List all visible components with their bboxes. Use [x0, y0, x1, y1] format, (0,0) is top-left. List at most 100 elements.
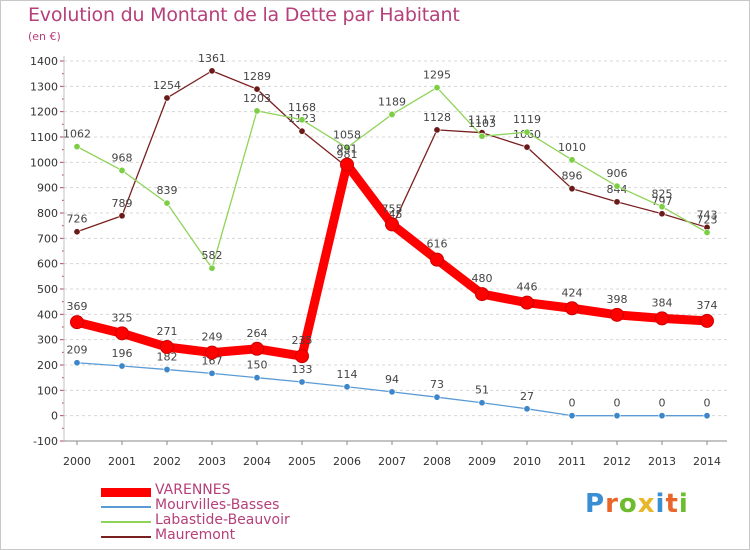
y-tick-label: 200: [37, 359, 58, 372]
data-point: [343, 383, 351, 391]
data-point: [340, 157, 354, 172]
data-label: 825: [652, 188, 673, 201]
data-label: 968: [112, 151, 133, 164]
y-tick-label: 500: [37, 283, 58, 296]
x-tick-label: 2013: [648, 455, 676, 468]
logo-letter: x: [637, 489, 656, 519]
legend-swatch: [101, 536, 151, 538]
data-point: [523, 405, 531, 413]
data-point: [703, 412, 711, 420]
data-label: 150: [247, 359, 268, 372]
y-tick-label: 1200: [30, 106, 58, 119]
data-label: 384: [652, 296, 673, 309]
data-point: [298, 127, 306, 135]
data-point: [478, 132, 486, 140]
data-label: 1203: [243, 92, 271, 105]
data-point: [475, 287, 489, 302]
x-tick-label: 2007: [378, 455, 406, 468]
x-tick-label: 2006: [333, 455, 361, 468]
legend-swatch: [101, 521, 151, 523]
data-label: 755: [382, 202, 403, 215]
data-point: [433, 393, 441, 401]
data-label: 424: [562, 286, 583, 299]
data-point: [205, 345, 219, 360]
data-point: [163, 199, 171, 207]
data-label: 0: [569, 397, 576, 410]
data-point: [343, 144, 351, 152]
data-point: [118, 166, 126, 174]
data-label: 114: [337, 368, 358, 381]
x-tick-label: 2004: [243, 455, 271, 468]
x-tick-label: 2000: [63, 455, 91, 468]
data-label: 0: [614, 397, 621, 410]
data-point: [658, 210, 666, 218]
data-point: [658, 412, 666, 420]
data-point: [250, 341, 264, 356]
data-label: 167: [202, 354, 223, 367]
data-label: 1062: [63, 128, 91, 141]
data-point: [208, 264, 216, 272]
x-tick-label: 2003: [198, 455, 226, 468]
data-label: 726: [67, 213, 88, 226]
data-label: 182: [157, 351, 178, 364]
legend-label: Mauremont: [155, 527, 236, 543]
data-label: 446: [517, 281, 538, 294]
data-point: [568, 412, 576, 420]
data-label: 235: [292, 334, 313, 347]
data-point: [613, 182, 621, 190]
data-point: [388, 388, 396, 396]
data-label: 369: [67, 300, 88, 313]
data-label: 196: [112, 347, 133, 360]
data-point: [115, 326, 129, 341]
data-point: [160, 340, 174, 355]
data-label: 51: [475, 384, 489, 397]
data-label: 1117: [468, 114, 496, 127]
data-point: [568, 156, 576, 164]
data-label: 1295: [423, 69, 451, 82]
data-label: 398: [607, 293, 628, 306]
x-tick-label: 2010: [513, 455, 541, 468]
data-point: [523, 143, 531, 151]
data-point: [208, 369, 216, 377]
data-point: [295, 349, 309, 364]
data-label: 480: [472, 272, 493, 285]
data-point: [658, 203, 666, 211]
data-label: 374: [697, 299, 718, 312]
x-tick-label: 2012: [603, 455, 631, 468]
data-label: 981: [337, 148, 358, 161]
y-axis-unit: (en €): [28, 30, 61, 43]
data-label: 616: [427, 238, 448, 251]
logo-letter: P: [585, 489, 606, 519]
data-label: 1289: [243, 70, 271, 83]
data-label: 271: [157, 325, 178, 338]
data-point: [613, 198, 621, 206]
y-tick-label: 600: [37, 258, 58, 271]
data-point: [700, 313, 714, 328]
data-label: 1058: [333, 129, 361, 142]
data-point: [253, 374, 261, 382]
data-point: [568, 185, 576, 193]
x-tick-label: 2009: [468, 455, 496, 468]
x-tick-label: 2001: [108, 455, 136, 468]
data-label: 789: [112, 197, 133, 210]
data-point: [523, 128, 531, 136]
data-label: 0: [659, 397, 666, 410]
logo-letter: i: [655, 489, 666, 519]
legend-label: Labastide-Beauvoir: [155, 512, 290, 528]
y-tick-label: 1300: [30, 80, 58, 93]
data-point: [433, 84, 441, 92]
data-point: [73, 359, 81, 367]
data-point: [433, 126, 441, 134]
data-label: 1189: [378, 95, 406, 108]
y-tick-label: 700: [37, 232, 58, 245]
data-point: [298, 116, 306, 124]
legend-label: Mourvilles-Basses: [155, 497, 280, 513]
data-point: [430, 252, 444, 267]
proxiti-logo: Proxiti: [585, 489, 689, 519]
y-tick-label: 400: [37, 308, 58, 321]
data-label: 582: [202, 249, 223, 262]
x-tick-label: 2008: [423, 455, 451, 468]
x-tick-label: 2011: [558, 455, 586, 468]
data-label: 1168: [288, 101, 316, 114]
